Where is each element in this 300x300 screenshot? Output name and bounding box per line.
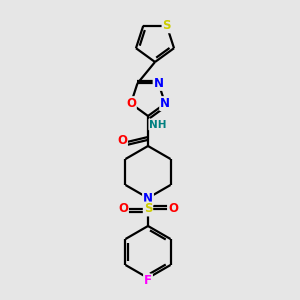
- Text: O: O: [117, 134, 127, 146]
- Text: O: O: [168, 202, 178, 215]
- Text: N: N: [154, 77, 164, 90]
- Text: F: F: [144, 274, 152, 287]
- Text: N: N: [160, 97, 170, 110]
- Text: O: O: [126, 97, 136, 110]
- Text: NH: NH: [149, 119, 167, 130]
- Text: N: N: [143, 191, 153, 205]
- Text: S: S: [144, 202, 152, 215]
- Text: S: S: [163, 19, 171, 32]
- Text: O: O: [118, 202, 128, 215]
